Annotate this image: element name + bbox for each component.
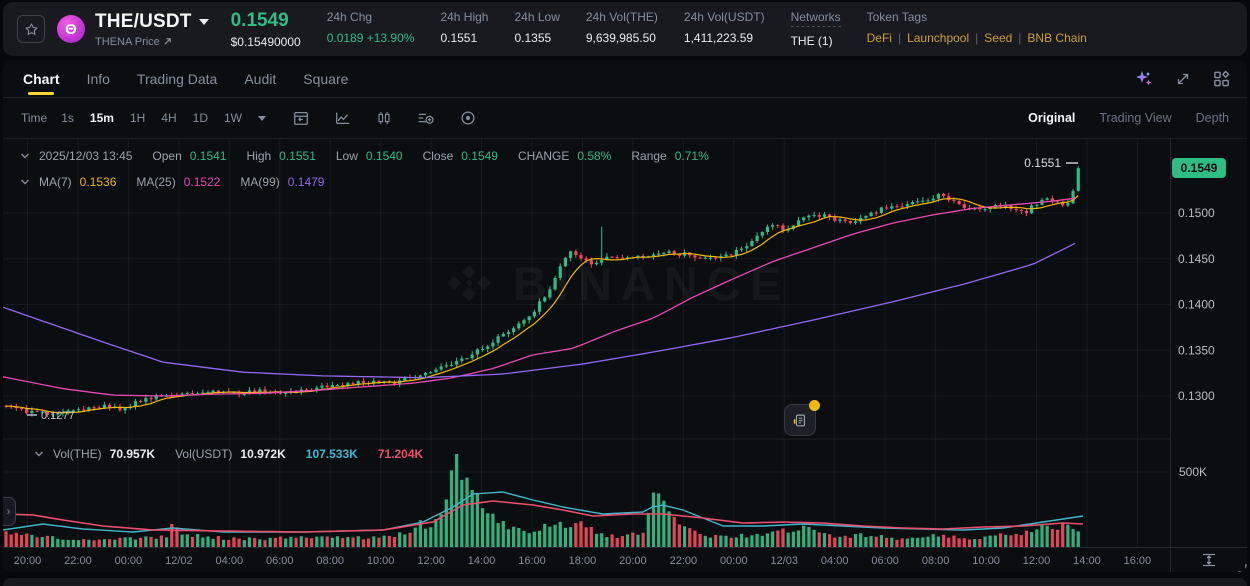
chart-style-icon[interactable] [334,109,352,127]
last-price: 0.1549 [230,9,289,31]
price-chart-canvas[interactable]: 0.1551 0.1277 0.1500 0.1450 0.1400 0.1350 0.13… [3,139,1247,547]
time-axis-label: 08:00 [316,555,344,567]
time-axis-label: 12/03 [770,555,799,567]
svg-text:0.1500: 0.1500 [1178,206,1215,220]
chart-settings-icon[interactable] [459,109,477,127]
external-link-icon [163,37,172,46]
expand-chart-icon[interactable] [1174,70,1192,88]
stat-24h-chg: 24h Chg 0.0189 +13.90% [326,10,415,45]
time-axis-label: 22:00 [669,555,698,567]
svg-text:0.1450: 0.1450 [1178,252,1215,266]
price-axis-divider [1170,139,1171,572]
time-axis-label: 22:00 [64,555,92,567]
stat-24h-high: 24h High 0.1551 [440,10,489,45]
svg-text:0.1400: 0.1400 [1178,298,1215,312]
tag-launchpool[interactable]: Launchpool [892,31,969,45]
time-label: Time [21,111,48,125]
fiat-price: $0.15490000 [230,34,301,49]
svg-text:0.1549: 0.1549 [1181,161,1218,175]
interval-more-dropdown[interactable] [257,115,266,121]
thena-token-logo: Θ [57,15,85,43]
collapse-ma-icon[interactable] [19,176,31,188]
time-axis-label: 06:00 [871,555,899,567]
ai-assistant-icon[interactable] [1134,69,1154,89]
view-trading-view[interactable]: Trading View [1099,111,1172,125]
time-axis-label: 12:00 [417,555,445,567]
chart-area[interactable]: BINANCE 0.15510.12770.15000.14500.14000.… [3,139,1247,572]
widgets-grid-icon[interactable] [1212,69,1231,88]
expand-panel-handle[interactable]: › [3,497,16,526]
time-axis-label: 20:00 [13,555,42,567]
market-stats: 24h Chg 0.0189 +13.90% 24h High 0.1551 2… [327,10,1087,48]
news-alert-dot [809,400,820,411]
time-axis-label: 06:00 [265,555,294,567]
indicators-icon[interactable] [416,109,435,127]
tab-chart[interactable]: Chart [23,60,60,97]
time-axis-label: 12:00 [1022,555,1051,567]
time-axis-label: 00:00 [720,555,748,567]
axis-scale-icon[interactable] [1199,551,1219,569]
svg-text:0.1551: 0.1551 [1024,156,1061,170]
news-doc-icon [792,412,808,428]
interval-1w[interactable]: 1W [223,111,242,125]
tag-bnb-chain[interactable]: BNB Chain [1012,31,1086,45]
tab-trading-data[interactable]: Trading Data [136,70,218,87]
tab-audit[interactable]: Audit [244,70,277,87]
time-axis-label: 08:00 [921,555,950,567]
date-range-icon[interactable] [292,109,310,127]
next-section-edge [3,578,1247,586]
time-axis-label: 00:00 [114,555,143,567]
interval-15m[interactable]: 15m [89,111,114,125]
tab-info[interactable]: Info [86,70,110,87]
resize-corner-icon[interactable] [1237,563,1247,572]
star-icon [24,22,39,37]
interval-4h[interactable]: 4H [161,111,177,125]
interval-1d[interactable]: 1D [192,111,208,125]
svg-text:0.1300: 0.1300 [1178,389,1215,403]
time-axis[interactable]: 20:00 22:00 00:00 12/02 04:00 06:00 08:00 10:00… [3,547,1247,572]
time-axis-label: 20:00 [619,555,647,567]
news-event-marker[interactable] [784,400,820,436]
chart-toolbar: Time 1s 15m 1H 4H 1D 1W [3,98,1247,139]
pair-name: THE/USDT [95,10,192,32]
collapse-ohlc-icon[interactable] [19,150,31,162]
time-axis-label: 14:00 [1073,555,1101,567]
svg-text:0.1350: 0.1350 [1178,343,1215,357]
svg-text:500K: 500K [1179,465,1207,479]
view-original[interactable]: Original [1028,111,1076,125]
time-axis-label: 10:00 [972,555,1000,567]
stat-token-tags: Token Tags DeFi Launchpool Seed BNB Chai… [867,10,1087,45]
pair-selector[interactable]: THE/USDT [95,11,209,33]
time-axis-label: 16:00 [518,555,546,567]
tag-defi[interactable]: DeFi [866,31,892,45]
favorite-button[interactable] [17,15,45,43]
market-header: Θ THE/USDT THENA Price 0.1549 $0.1549000… [3,2,1247,56]
time-axis-label: 04:00 [820,555,849,567]
time-axis-label: 12/02 [165,555,193,567]
stat-24h-vol-the: 24h Vol(THE) 9,639,985.50 [585,10,658,45]
candlestick-icon[interactable] [376,109,392,127]
section-tabs: Chart Info Trading Data Audit Square [3,60,1247,98]
stat-24h-low: 24h Low 0.1355 [514,10,560,45]
interval-1h[interactable]: 1H [129,111,146,125]
thena-price-link[interactable]: THENA Price [95,36,209,48]
time-axis-label: 16:00 [1123,555,1152,567]
stat-24h-vol-usdt: 24h Vol(USDT) 1,411,223.59 [683,10,765,45]
tag-seed[interactable]: Seed [969,31,1012,45]
chevron-down-icon [198,18,209,25]
tab-square[interactable]: Square [303,70,349,87]
stat-networks[interactable]: Networks THE (1) [790,10,841,48]
time-axis-label: 18:00 [568,555,597,567]
view-depth[interactable]: Depth [1195,111,1229,125]
time-axis-label: 04:00 [215,555,244,567]
collapse-volume-icon[interactable] [33,448,45,460]
svg-text:0.1277: 0.1277 [41,410,75,422]
time-axis-label: 10:00 [366,555,395,567]
interval-1s[interactable]: 1s [61,111,74,125]
chart-card: Chart Info Trading Data Audit Square [3,60,1247,572]
time-axis-label: 14:00 [467,555,496,567]
